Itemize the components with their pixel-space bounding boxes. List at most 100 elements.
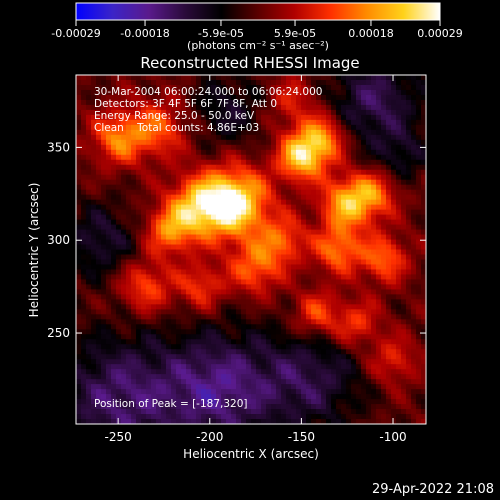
heatmap-cell: [321, 174, 327, 181]
heatmap-cell: [86, 339, 92, 345]
heatmap-cell: [416, 89, 422, 96]
heatmap-cell: [186, 174, 192, 181]
heatmap-cell: [386, 234, 392, 240]
heatmap-cell: [111, 229, 117, 235]
heatmap-cell: [201, 119, 207, 126]
heatmap-cell: [206, 249, 212, 255]
heatmap-cell: [331, 294, 337, 300]
heatmap-cell: [366, 159, 372, 166]
heatmap-cell: [216, 184, 222, 191]
heatmap-cell: [401, 384, 407, 390]
heatmap-cell: [261, 84, 267, 91]
heatmap-cell: [221, 359, 227, 365]
heatmap-cell: [351, 334, 357, 340]
heatmap-cell: [366, 169, 372, 176]
heatmap-cell: [366, 234, 372, 240]
info-line-clean: Clean Total counts: 4.86E+03: [94, 122, 259, 134]
heatmap-cell: [326, 179, 332, 186]
heatmap-cell: [296, 149, 302, 156]
heatmap-cell: [226, 304, 232, 310]
heatmap-cell: [311, 339, 317, 345]
heatmap-cell: [176, 129, 182, 136]
heatmap-cell: [356, 284, 362, 290]
heatmap-cell: [391, 389, 397, 395]
heatmap-cell: [96, 364, 102, 370]
heatmap-cell: [311, 324, 317, 330]
heatmap-cell: [191, 284, 197, 290]
heatmap-cell: [286, 174, 292, 181]
heatmap-cell: [76, 99, 82, 106]
heatmap-cell: [306, 124, 312, 131]
heatmap-cell: [191, 119, 197, 126]
heatmap-cell: [411, 319, 417, 325]
heatmap-cell: [271, 184, 277, 191]
heatmap-cell: [181, 404, 187, 410]
heatmap-cell: [81, 374, 87, 380]
heatmap-cell: [256, 294, 262, 300]
heatmap-cell: [251, 174, 257, 181]
heatmap-cell: [261, 214, 267, 220]
heatmap-cell: [161, 264, 167, 270]
heatmap-cell: [276, 234, 282, 240]
heatmap-cell: [206, 84, 212, 91]
heatmap-cell: [121, 199, 127, 206]
heatmap-cell: [306, 219, 312, 225]
heatmap-cell: [406, 284, 412, 290]
heatmap-cell: [91, 154, 97, 161]
heatmap-cell: [251, 279, 257, 285]
heatmap-cell: [161, 184, 167, 191]
heatmap-cell: [286, 154, 292, 161]
heatmap-cell: [291, 294, 297, 300]
heatmap-cell: [86, 174, 92, 181]
heatmap-cell: [346, 109, 352, 116]
heatmap-cell: [301, 154, 307, 161]
heatmap-cell: [286, 134, 292, 141]
heatmap-cell: [406, 179, 412, 186]
heatmap-cell: [356, 75, 362, 81]
heatmap-cell: [166, 224, 172, 230]
heatmap-cell: [206, 269, 212, 275]
heatmap-cell: [401, 224, 407, 230]
heatmap-cell: [151, 309, 157, 315]
heatmap-cell: [111, 244, 117, 250]
heatmap-cell: [286, 199, 292, 206]
heatmap-cell: [381, 84, 387, 91]
heatmap-cell: [266, 219, 272, 225]
heatmap-cell: [231, 139, 237, 146]
heatmap-cell: [296, 239, 302, 245]
heatmap-cell: [121, 344, 127, 350]
heatmap-cell: [381, 364, 387, 370]
heatmap-cell: [141, 419, 147, 425]
heatmap-cell: [106, 374, 112, 380]
heatmap-cell: [251, 209, 257, 215]
heatmap-cell: [256, 204, 262, 211]
heatmap-cell: [151, 254, 157, 260]
heatmap-cell: [96, 259, 102, 265]
heatmap-cell: [411, 209, 417, 215]
heatmap-cell: [371, 134, 377, 141]
heatmap-cell: [291, 189, 297, 196]
heatmap-cell: [311, 169, 317, 176]
heatmap-cell: [326, 399, 332, 405]
heatmap-cell: [136, 164, 142, 171]
heatmap-cell: [81, 339, 87, 345]
heatmap-cell: [236, 224, 242, 230]
heatmap-cell: [186, 234, 192, 240]
heatmap-cell: [191, 389, 197, 395]
heatmap-cell: [206, 279, 212, 285]
heatmap-cell: [421, 414, 427, 420]
heatmap-cell: [336, 189, 342, 196]
heatmap-cell: [81, 319, 87, 325]
heatmap-cell: [211, 139, 217, 146]
heatmap-cell: [296, 399, 302, 405]
heatmap-cell: [346, 364, 352, 370]
heatmap-cell: [196, 314, 202, 320]
heatmap-cell: [411, 164, 417, 171]
heatmap-cell: [191, 274, 197, 280]
heatmap-cell: [116, 139, 122, 146]
heatmap-cell: [76, 119, 82, 126]
heatmap-cell: [146, 219, 152, 225]
heatmap-cell: [201, 179, 207, 186]
heatmap-cell: [396, 394, 402, 400]
